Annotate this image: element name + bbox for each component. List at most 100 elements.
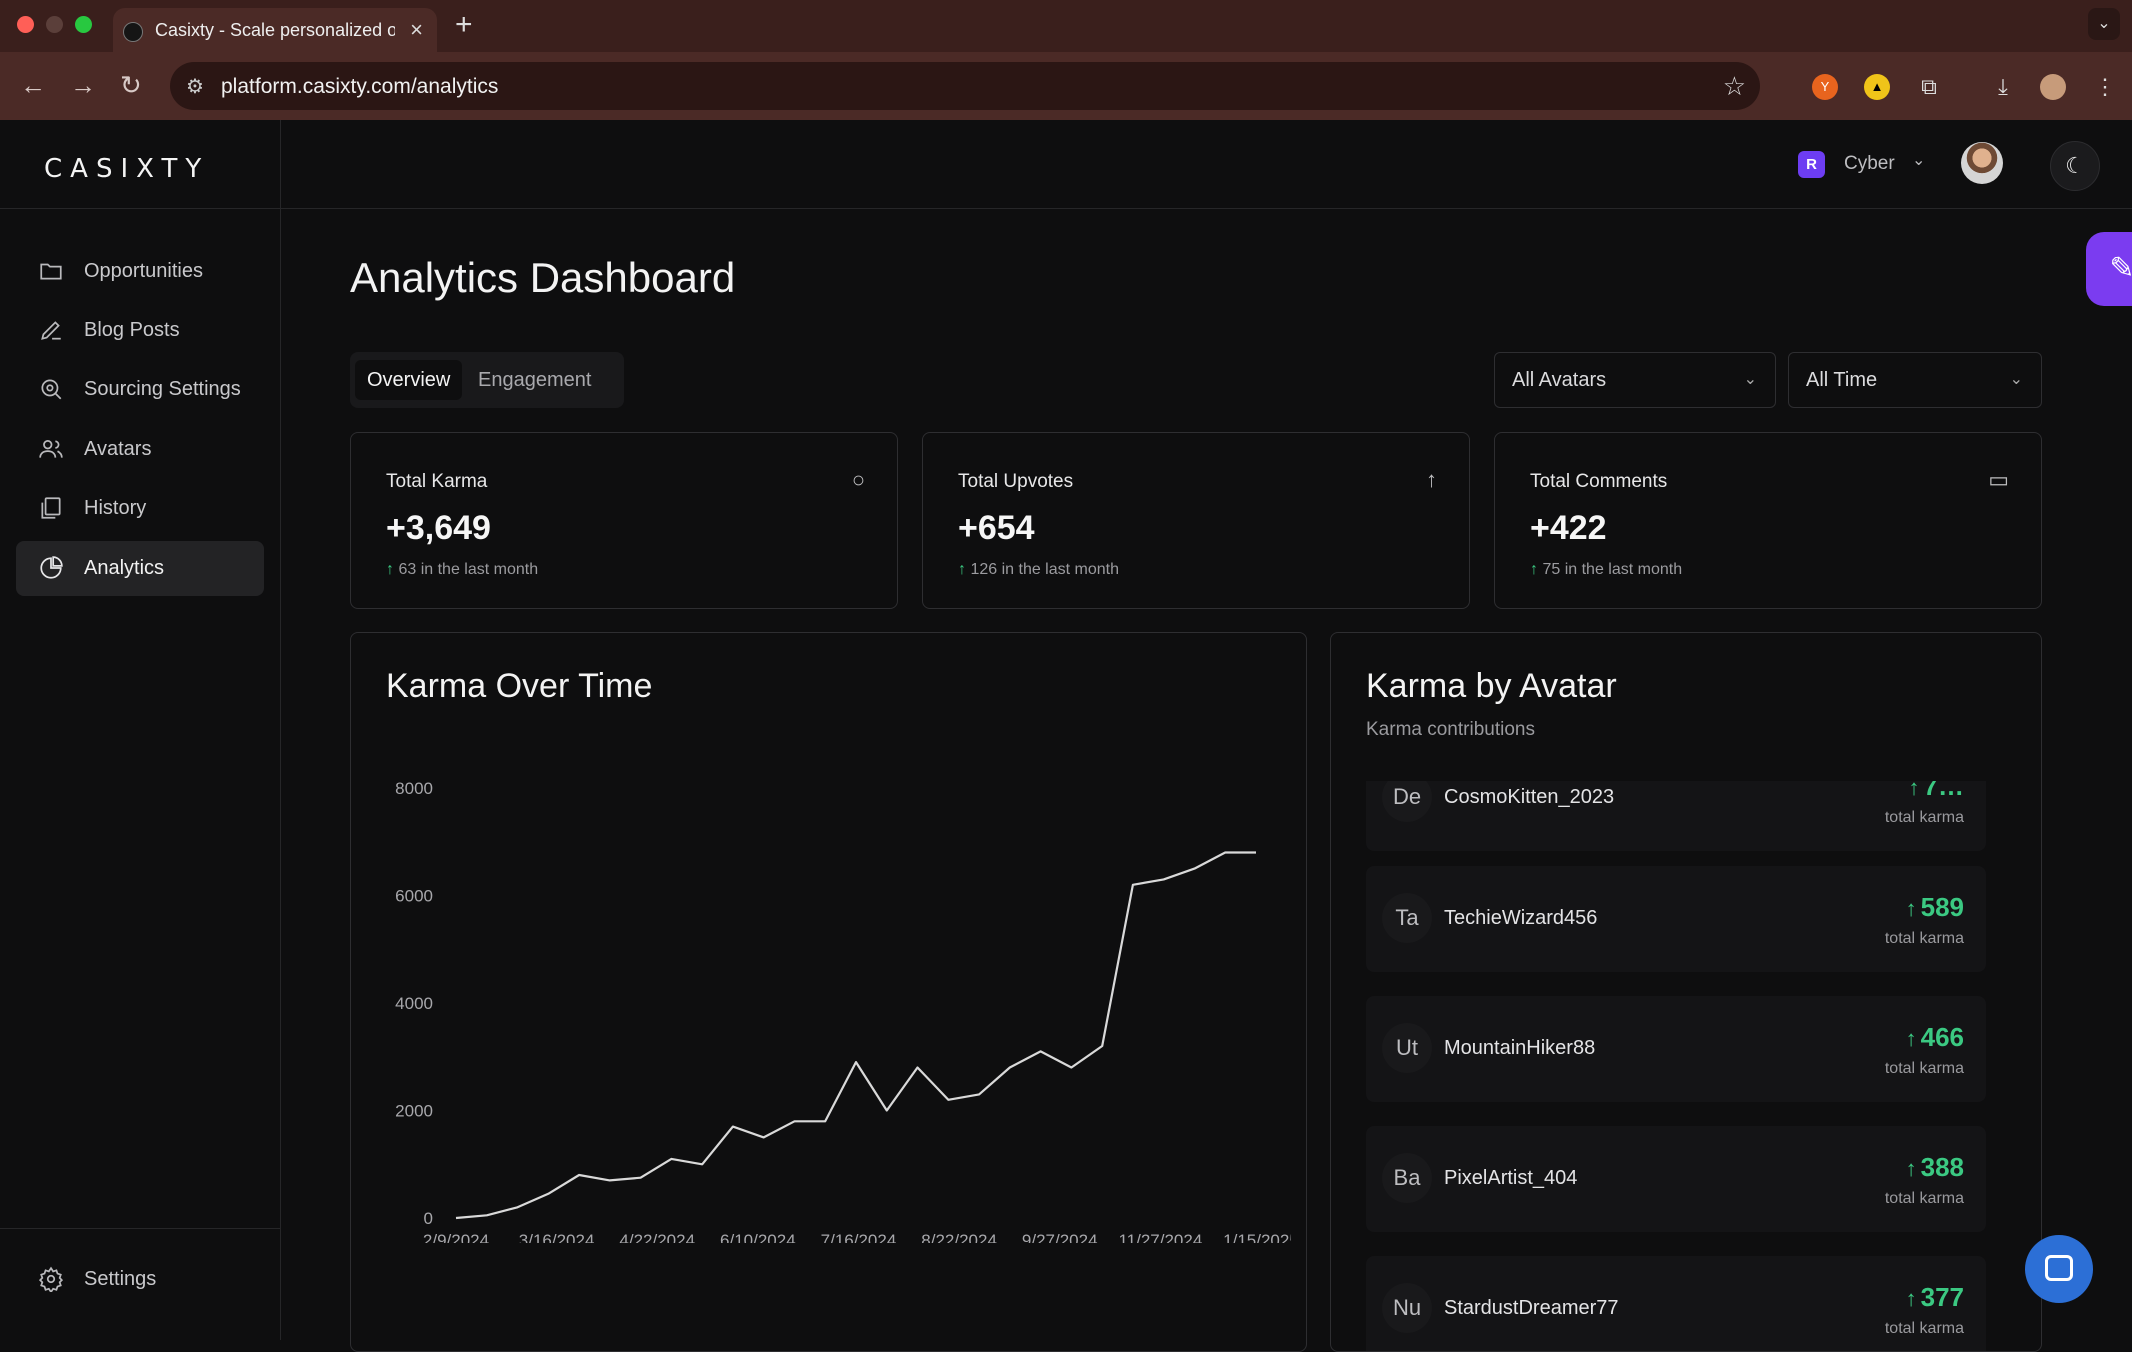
sidebar-item-blog-posts[interactable]: Blog Posts [16,303,264,358]
list-item[interactable]: Ut MountainHiker88 ↑ 466 total karma [1366,996,1986,1102]
back-icon[interactable]: ← [20,70,46,100]
avatar-karma-list[interactable]: De CosmoKitten_2023 ↑ 7… total karma Ta T… [1366,781,1986,1351]
forward-icon[interactable]: → [70,70,96,100]
avatar-initials: Ba [1382,1153,1432,1203]
theme-toggle-moon-icon[interactable]: ☾ [2050,141,2100,191]
x-tick-label: 6/10/2024 [720,1231,796,1243]
browser-tab[interactable]: Casixty - Scale personalized outreach × [113,8,437,52]
sidebar-item-sourcing-settings[interactable]: Sourcing Settings [16,362,264,417]
users-icon [39,440,63,458]
sidebar-item-analytics[interactable]: Analytics [16,541,264,596]
sidebar-item-avatars[interactable]: Avatars [16,422,264,477]
favicon-icon [123,22,143,42]
sidebar: CASIXTY Opportunities Blog Posts Sourcin… [0,120,281,1340]
arrow-up-icon: ↑ [1426,467,1437,492]
x-tick-label: 8/22/2024 [921,1231,997,1243]
assistant-widget-button[interactable]: ✎ [2086,232,2132,306]
close-tab-icon[interactable]: × [410,17,423,42]
folder-icon [40,263,62,280]
user-avatar[interactable] [1961,142,2003,184]
view-tabs: Overview Engagement [350,352,624,408]
arrow-up-icon: ↑ [1905,896,1917,921]
stat-value: +654 [958,509,1035,547]
chevron-down-icon: ⌄ [2009,371,2023,388]
stat-value: +422 [1530,509,1607,547]
sidebar-item-settings[interactable]: Settings [16,1252,264,1307]
list-item[interactable]: Nu StardustDreamer77 ↑ 377 total karma [1366,1256,1986,1351]
y-tick-label: 2000 [395,1102,433,1121]
list-item[interactable]: De CosmoKitten_2023 ↑ 7… total karma [1366,781,1986,851]
search-settings-icon [41,379,62,400]
stat-label: Total Upvotes [958,471,1074,492]
tab-overview[interactable]: Overview [355,360,463,400]
y-tick-label: 8000 [395,779,433,798]
copy-icon [41,497,61,519]
download-icon[interactable]: ⤓ [1998,74,2008,99]
avatar-name: TechieWizard456 [1444,907,1598,929]
list-item[interactable]: Ba PixelArtist_404 ↑ 388 total karma [1366,1126,1986,1232]
divider [0,208,281,209]
new-tab-button[interactable]: + [455,8,473,41]
casixty-logo[interactable]: CASIXTY [44,154,210,184]
arrow-up-icon: ↑ [1905,1286,1917,1311]
pie-chart-icon [40,556,63,579]
list-item[interactable]: Ta TechieWizard456 ↑ 589 total karma [1366,866,1986,972]
stat-label: Total Comments [1530,471,1668,492]
close-window-button[interactable] [17,16,34,33]
url-text: platform.casixty.com/analytics [221,75,499,98]
karma-over-time-panel: Karma Over Time 0 2000 4000 6000 8000 2/9/202… [350,632,1307,1352]
extension-icon[interactable]: ▲ [1864,74,1890,100]
stat-delta: ↑ 63 in the last month [386,561,539,578]
gear-icon [38,1266,64,1292]
reload-icon[interactable]: ↻ [120,70,142,100]
extensions-puzzle-icon[interactable]: ⧉ [1921,74,1937,99]
browser-toolbar: ← → ↻ ⚙ platform.casixty.com/analytics ☆… [0,52,2132,120]
sidebar-item-label: History [84,497,147,519]
minimize-window-button[interactable] [46,16,63,33]
extension-icon[interactable]: Y [1812,74,1838,100]
bookmark-star-icon[interactable]: ☆ [1722,71,1746,101]
stat-card-total-upvotes: Total Upvotes ↑ +654 ↑ 126 in the last m… [922,432,1470,609]
karma-label: total karma [1884,1060,1964,1077]
avatar-name: StardustDreamer77 [1444,1297,1619,1319]
tab-search-button[interactable]: ⌄ [2088,8,2120,40]
arrow-up-icon: ↑ [386,561,394,578]
sidebar-item-label: Settings [84,1268,157,1290]
stat-delta: ↑ 126 in the last month [958,561,1119,578]
avatar-filter-select[interactable]: All Avatars ⌄ [1494,352,1776,408]
avatar-name: PixelArtist_404 [1444,1167,1578,1189]
circle-icon: ○ [851,467,865,492]
chart-title: Karma Over Time [386,667,653,705]
sidebar-item-label: Blog Posts [84,319,180,341]
stat-card-total-comments: Total Comments ▭ +422 ↑ 75 in the last m… [1494,432,2042,609]
avatar-initials: Ut [1382,1023,1432,1073]
x-tick-label: 1/15/2025 [1223,1231,1291,1243]
tab-title: Casixty - Scale personalized outreach [155,20,395,40]
workspace-switcher[interactable]: Cyber [1844,153,1895,174]
site-info-icon[interactable]: ⚙ [186,76,204,98]
avatar-filter-value: All Avatars [1512,369,1607,391]
chevron-down-icon[interactable]: ⌄ [1912,152,1926,169]
address-bar[interactable]: ⚙ platform.casixty.com/analytics ☆ [170,62,1760,110]
comment-icon: ▭ [1988,467,2009,492]
sidebar-item-opportunities[interactable]: Opportunities [16,244,264,299]
tab-engagement[interactable]: Engagement [478,369,592,391]
divider [0,1228,281,1229]
workspace-icon[interactable]: R [1798,151,1825,178]
avatar-initials: Ta [1382,893,1432,943]
browser-menu-icon[interactable]: ⋮ [2094,74,2116,99]
avatar-initials: Nu [1382,1283,1432,1333]
maximize-window-button[interactable] [75,16,92,33]
sidebar-item-label: Sourcing Settings [84,378,241,400]
profile-avatar[interactable] [2040,74,2066,100]
x-tick-label: 7/16/2024 [821,1231,897,1243]
time-filter-select[interactable]: All Time ⌄ [1788,352,2042,408]
karma-series-line [455,851,1256,1220]
karma-label: total karma [1884,1320,1964,1337]
karma-score: ↑ 377 [1905,1282,1964,1312]
sidebar-item-label: Avatars [84,438,152,460]
chat-support-button[interactable] [2025,1235,2093,1303]
arrow-up-icon: ↑ [1908,781,1920,800]
chevron-down-icon: ⌄ [1743,371,1757,388]
sidebar-item-history[interactable]: History [16,481,264,536]
